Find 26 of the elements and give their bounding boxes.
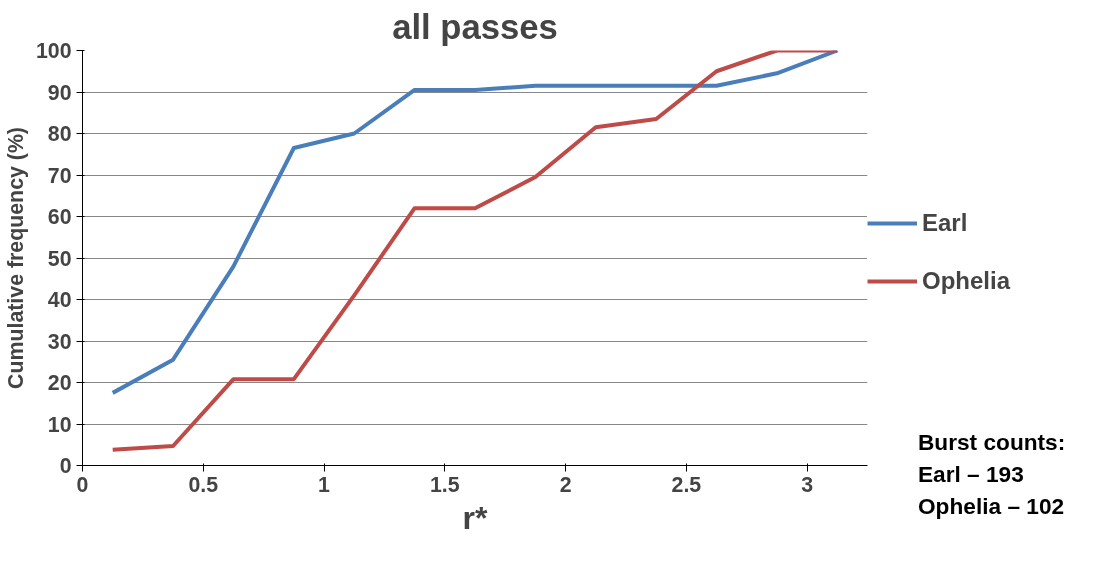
y-tick-label: 100 xyxy=(35,39,72,63)
y-tick-label: 80 xyxy=(47,122,72,146)
text: Burst counts: xyxy=(918,429,1066,455)
text: Earl – 193 xyxy=(918,461,1024,487)
y-tick-label: 30 xyxy=(47,329,72,354)
y-tick-label: 0 xyxy=(59,454,72,478)
x-tick-label: 1.5 xyxy=(429,472,460,497)
x-tick-label: 3 xyxy=(801,472,814,497)
chart-title: all passes xyxy=(392,7,558,46)
y-tick-label: 90 xyxy=(47,80,72,105)
x-tick-label: 2.5 xyxy=(671,472,702,497)
text: Ophelia – 102 xyxy=(918,493,1065,519)
y-axis-title: Cumulative frequency (%) xyxy=(3,127,28,389)
x-axis-title: r* xyxy=(462,499,488,536)
legend-label: Ophelia xyxy=(922,267,1011,295)
x-tick-label: 0 xyxy=(76,472,89,497)
legend-label: Earl xyxy=(922,209,968,237)
x-tick-label: 2 xyxy=(559,472,572,497)
y-tick-label: 10 xyxy=(47,412,72,437)
y-tick-label: 60 xyxy=(47,205,72,229)
x-tick-label: 1 xyxy=(318,472,331,497)
y-tick-label: 40 xyxy=(47,288,72,312)
y-tick-label: 50 xyxy=(47,246,72,271)
y-tick-label: 70 xyxy=(47,163,72,188)
y-tick-label: 20 xyxy=(47,371,72,395)
x-tick-label: 0.5 xyxy=(188,472,219,497)
